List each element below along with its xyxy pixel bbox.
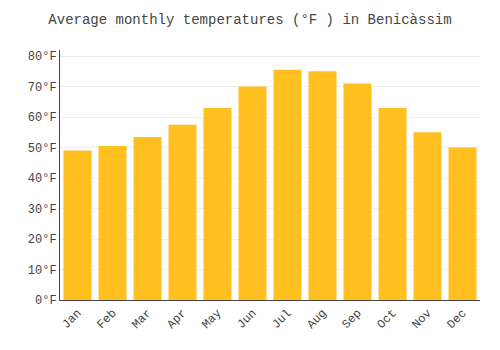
svg-text:Apr: Apr: [164, 307, 189, 332]
svg-text:Nov: Nov: [409, 307, 434, 332]
svg-text:Jun: Jun: [234, 307, 259, 332]
svg-text:10°F: 10°F: [28, 264, 57, 278]
svg-text:Dec: Dec: [444, 307, 469, 332]
svg-text:Average monthly temperatures (: Average monthly temperatures (°F ) in Be…: [48, 12, 451, 28]
svg-text:Jan: Jan: [59, 307, 84, 332]
svg-text:May: May: [199, 307, 224, 332]
svg-text:60°F: 60°F: [28, 111, 57, 125]
svg-text:70°F: 70°F: [28, 81, 57, 95]
svg-text:40°F: 40°F: [28, 172, 57, 186]
svg-text:Mar: Mar: [129, 307, 154, 332]
svg-text:Sep: Sep: [339, 307, 364, 332]
svg-text:Aug: Aug: [304, 307, 329, 332]
svg-text:80°F: 80°F: [28, 50, 57, 64]
svg-text:30°F: 30°F: [28, 203, 57, 217]
svg-text:20°F: 20°F: [28, 233, 57, 247]
svg-text:50°F: 50°F: [28, 142, 57, 156]
svg-text:Oct: Oct: [374, 307, 399, 332]
svg-text:Feb: Feb: [94, 307, 119, 332]
svg-text:0°F: 0°F: [35, 294, 57, 308]
svg-text:Jul: Jul: [269, 307, 294, 332]
